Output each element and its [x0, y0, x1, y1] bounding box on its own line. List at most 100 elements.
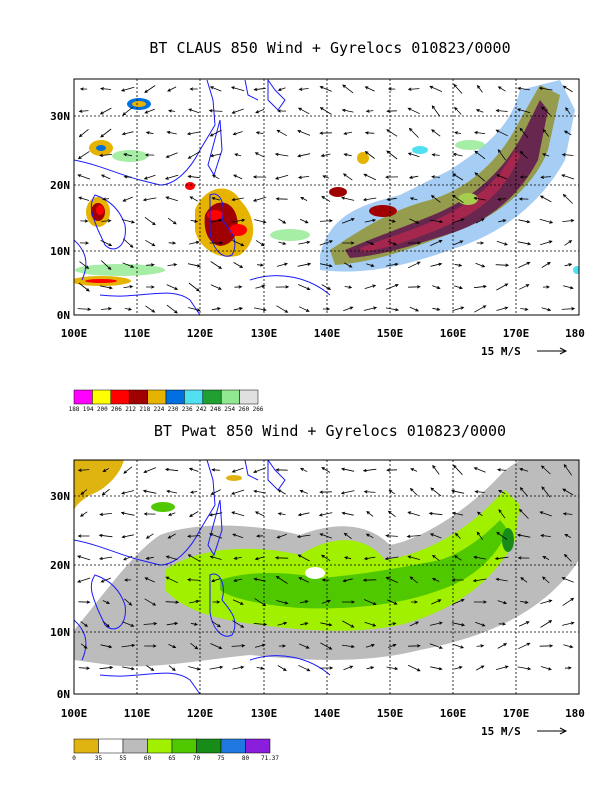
wind-arrow — [409, 487, 418, 496]
wind-arrow — [429, 621, 443, 626]
y-tick-label: 30N — [50, 110, 70, 123]
wind-arrow — [539, 218, 554, 224]
wind-arrow — [519, 127, 529, 138]
wind-arrow — [407, 107, 420, 115]
wind-arrow — [210, 284, 222, 290]
wind-arrow — [188, 467, 199, 472]
plot-frame — [73, 459, 580, 695]
wind-arrow — [562, 512, 573, 516]
wind-arrow — [451, 578, 464, 582]
vector-scale: 15 M/S — [481, 345, 568, 358]
wind-arrow — [144, 577, 155, 583]
wind-arrow — [542, 555, 550, 560]
vector-scale-label: 15 M/S — [481, 725, 521, 738]
wind-arrow — [341, 196, 355, 201]
wind-arrow — [432, 307, 441, 311]
wind-arrow — [77, 307, 92, 311]
wind-arrow — [144, 598, 157, 606]
wind-arrow — [230, 86, 245, 92]
wind-arrow — [519, 487, 528, 497]
wind-arrow — [364, 621, 377, 627]
wind-arrow — [165, 152, 178, 158]
wind-arrow — [541, 486, 551, 498]
wind-arrow — [410, 468, 418, 472]
wind-arrow — [495, 109, 508, 113]
wind-arrow — [366, 263, 375, 267]
wind-arrow — [562, 219, 575, 223]
wind-arrow — [167, 86, 177, 92]
wind-arrow — [277, 665, 287, 671]
wind-arrow — [233, 262, 244, 269]
wind-arrow — [187, 534, 201, 538]
wind-arrow — [409, 197, 418, 201]
wind-arrow — [475, 109, 484, 113]
wind-arrow — [407, 152, 420, 158]
wind-arrow — [168, 241, 177, 245]
colorbar-label: 236 — [182, 406, 193, 413]
wind-arrow — [232, 240, 245, 247]
wind-arrow — [319, 107, 332, 115]
wind-arrow — [343, 153, 352, 157]
wind-arrow — [564, 666, 572, 670]
wind-arrow — [321, 554, 331, 562]
wind-arrow — [165, 600, 180, 604]
wind-arrow — [518, 621, 530, 627]
wind-arrow — [145, 131, 154, 135]
wind-arrow — [386, 150, 398, 160]
wind-arrow — [100, 260, 112, 271]
wind-arrow — [475, 262, 486, 268]
wind-arrow — [474, 150, 486, 160]
wind-arrow — [343, 532, 352, 540]
wind-arrow — [540, 534, 551, 538]
coastline — [74, 79, 331, 315]
wind-arrow — [186, 578, 201, 582]
panel-claus: BT CLAUS 850 Wind + Gyrelocs 010823/0000 — [50, 39, 585, 413]
colorbar-swatch — [245, 738, 271, 754]
wind-arrow — [254, 556, 265, 561]
wind-arrow — [564, 263, 573, 267]
wind-arrow — [431, 175, 441, 179]
wind-arrow — [188, 282, 200, 292]
wind-arrow — [407, 241, 422, 245]
wind-arrow — [187, 174, 200, 179]
wind-arrow — [231, 644, 246, 648]
wind-arrow — [450, 489, 465, 494]
wind-arrow — [256, 666, 265, 670]
x-tick-label: 180 — [565, 707, 585, 720]
wind-arrow — [254, 152, 265, 158]
wind-arrow — [275, 285, 290, 289]
wind-arrow — [431, 554, 440, 561]
wind-arrow — [518, 642, 531, 650]
wind-vectors — [77, 83, 576, 314]
wind-arrow — [474, 172, 486, 182]
wind-arrow — [318, 512, 333, 517]
wind-arrow — [362, 197, 377, 202]
wind-arrow — [297, 175, 310, 179]
colorbar-swatch — [147, 738, 173, 754]
wind-arrow — [562, 85, 573, 93]
wind-arrow — [77, 577, 91, 583]
wind-arrow — [276, 129, 287, 137]
wind-arrow — [431, 129, 441, 137]
wind-arrow — [299, 467, 308, 473]
wind-arrow — [518, 261, 531, 268]
wind-arrow — [77, 468, 90, 472]
x-tick-label: 130E — [251, 707, 278, 720]
wind-arrow — [100, 174, 111, 180]
wind-arrow — [363, 306, 378, 311]
wind-arrow — [275, 197, 288, 201]
wind-arrow — [407, 261, 421, 269]
wind-arrow — [409, 576, 418, 584]
wind-arrow — [475, 621, 486, 627]
colorbar: 188 194 200 206 212 218 224 230 236 242 248 254 260 2… — [69, 389, 264, 413]
wind-arrow — [208, 109, 223, 113]
wind-arrow — [77, 151, 90, 160]
wind-arrow — [100, 307, 112, 311]
wind-arrow — [475, 218, 485, 224]
wind-arrow — [124, 307, 133, 311]
wind-arrow — [254, 643, 266, 648]
vector-scale: 15 M/S — [481, 725, 568, 738]
wind-arrow — [100, 240, 113, 246]
wind-arrow — [366, 511, 374, 517]
wind-arrow — [476, 511, 483, 517]
